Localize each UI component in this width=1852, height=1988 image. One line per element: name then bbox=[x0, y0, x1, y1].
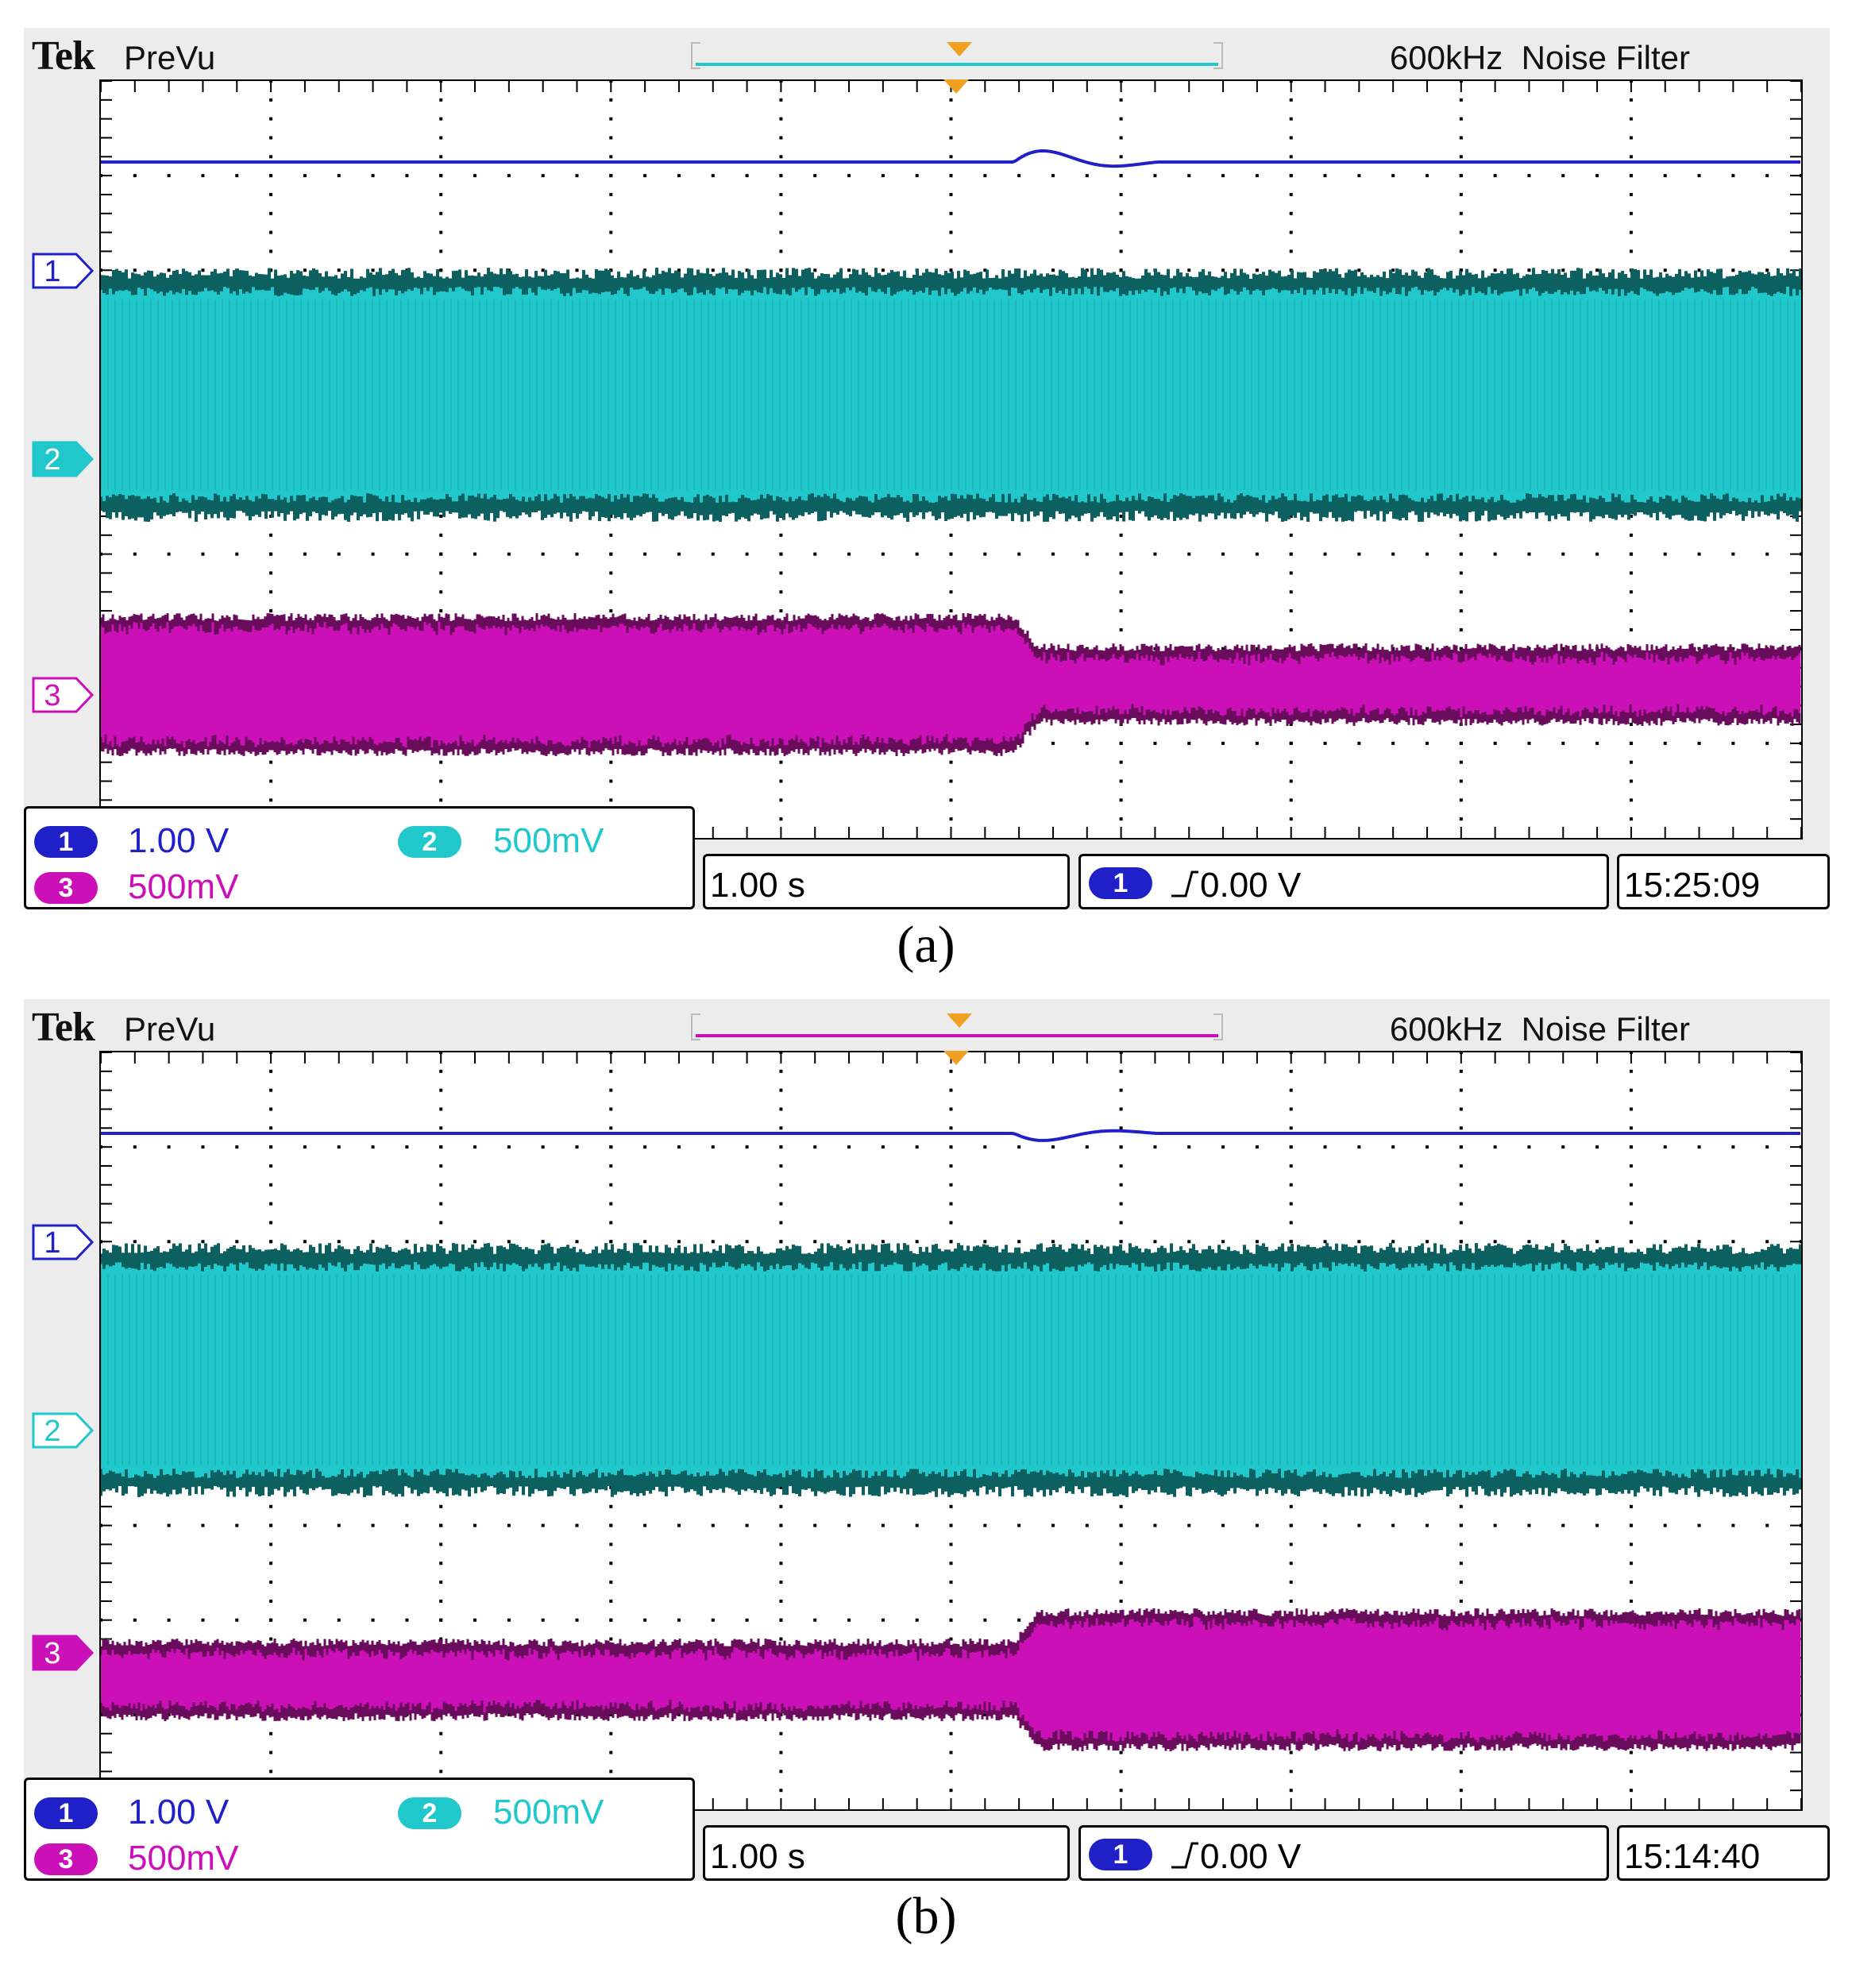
ch3-trace bbox=[101, 1608, 1801, 1751]
marker-shape bbox=[32, 441, 95, 477]
record-view-bar bbox=[691, 42, 1223, 69]
clock-time: 15:25:09 bbox=[1624, 866, 1761, 905]
ch1-badge: 1 bbox=[34, 826, 98, 858]
record-bracket-left bbox=[691, 42, 700, 69]
panel-caption-a: (a) bbox=[897, 916, 955, 974]
waveform-graticule bbox=[99, 1051, 1803, 1811]
record-bracket-right bbox=[1213, 1013, 1223, 1040]
rising-edge-icon bbox=[1171, 1842, 1198, 1869]
clock-time: 15:14:40 bbox=[1624, 1837, 1761, 1876]
waveform-plot bbox=[101, 1052, 1801, 1809]
marker-shape bbox=[32, 253, 95, 289]
ch2-badge: 2 bbox=[398, 826, 461, 858]
ch2-ground-marker[interactable]: 2 bbox=[32, 1412, 95, 1449]
acquisition-mode: PreVu bbox=[124, 1010, 216, 1048]
scope-screen-b: Tek PreVu 600kHz Noise Filter 1 2 3 1 1.… bbox=[24, 999, 1830, 1881]
clock-readout: 15:25:09 bbox=[1617, 854, 1830, 909]
ch3-scale: 500mV bbox=[128, 1839, 239, 1878]
ch3-scale: 500mV bbox=[128, 867, 239, 906]
ch1-ground-marker[interactable]: 1 bbox=[32, 253, 95, 289]
ch3-badge: 3 bbox=[34, 872, 98, 904]
ch2-scale: 500mV bbox=[493, 1793, 604, 1832]
timebase-value: 1.00 s bbox=[710, 866, 805, 905]
record-bracket-left bbox=[691, 1013, 700, 1040]
marker-label: 1 bbox=[44, 1226, 60, 1260]
record-bracket-right bbox=[1213, 42, 1223, 69]
marker-label: 3 bbox=[44, 1637, 60, 1670]
marker-label: 3 bbox=[44, 679, 60, 712]
ch3-ground-marker[interactable]: 3 bbox=[32, 1635, 95, 1671]
channel-scale-readout[interactable]: 1 1.00 V 2 500mV 3 500mV bbox=[24, 806, 695, 909]
waveform-graticule bbox=[99, 79, 1803, 840]
acquisition-info: 600kHz Noise Filter bbox=[1389, 1010, 1690, 1048]
trigger-level: 0.00 V bbox=[1200, 866, 1302, 905]
channel-scale-readout[interactable]: 1 1.00 V 2 500mV 3 500mV bbox=[24, 1778, 695, 1881]
trigger-source-badge: 1 bbox=[1089, 1839, 1152, 1870]
trigger-level: 0.00 V bbox=[1200, 1837, 1302, 1876]
marker-label: 2 bbox=[44, 1415, 60, 1448]
ch3-ground-marker[interactable]: 3 bbox=[32, 677, 95, 713]
acquisition-mode: PreVu bbox=[124, 39, 216, 76]
ch3-badge: 3 bbox=[34, 1843, 98, 1875]
ch2-badge: 2 bbox=[398, 1797, 461, 1829]
ch1-scale: 1.00 V bbox=[128, 821, 230, 860]
trigger-position-icon bbox=[947, 42, 972, 56]
acquisition-info: 600kHz Noise Filter bbox=[1389, 39, 1690, 76]
timebase-value: 1.00 s bbox=[710, 1837, 805, 1876]
ch1-trace bbox=[101, 1129, 1800, 1142]
trigger-point-icon bbox=[943, 79, 969, 94]
scope-screen-a: Tek PreVu 600kHz Noise Filter 1 2 3 1 1.… bbox=[24, 28, 1830, 909]
brand-logo: Tek bbox=[32, 33, 95, 79]
ch2-scale: 500mV bbox=[493, 821, 604, 860]
record-bar-line bbox=[696, 63, 1218, 66]
brand-logo: Tek bbox=[32, 1005, 95, 1050]
clock-readout: 15:14:40 bbox=[1617, 1825, 1830, 1881]
timebase-readout[interactable]: 1.00 s bbox=[703, 1825, 1070, 1881]
marker-shape bbox=[32, 1635, 95, 1671]
rising-edge-icon bbox=[1171, 870, 1198, 897]
ch2-trace bbox=[101, 268, 1801, 522]
ch3-trace bbox=[101, 613, 1801, 756]
ch2-trace bbox=[101, 1243, 1801, 1497]
ch1-badge: 1 bbox=[34, 1797, 98, 1829]
marker-shape bbox=[32, 1412, 95, 1449]
panel-caption-b: (b) bbox=[895, 1887, 957, 1945]
trigger-readout[interactable]: 1 0.00 V bbox=[1078, 854, 1609, 909]
timebase-readout[interactable]: 1.00 s bbox=[703, 854, 1070, 909]
ch1-trace bbox=[101, 149, 1800, 168]
record-bar-line bbox=[696, 1034, 1218, 1037]
record-view-bar bbox=[691, 1013, 1223, 1040]
waveform-plot bbox=[101, 81, 1801, 838]
marker-label: 1 bbox=[44, 255, 60, 288]
marker-label: 2 bbox=[44, 443, 60, 477]
trigger-source-badge: 1 bbox=[1089, 867, 1152, 899]
trigger-readout[interactable]: 1 0.00 V bbox=[1078, 1825, 1609, 1881]
marker-shape bbox=[32, 1224, 95, 1260]
marker-shape bbox=[32, 677, 95, 713]
trigger-point-icon bbox=[943, 1051, 969, 1065]
ch2-ground-marker[interactable]: 2 bbox=[32, 441, 95, 477]
ch1-scale: 1.00 V bbox=[128, 1793, 230, 1832]
ch1-ground-marker[interactable]: 1 bbox=[32, 1224, 95, 1260]
trigger-position-icon bbox=[947, 1013, 972, 1028]
